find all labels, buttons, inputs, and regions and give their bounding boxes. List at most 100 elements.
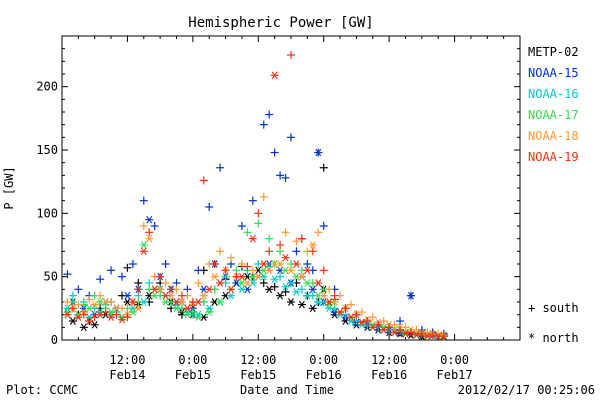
y-tick-label: 200: [36, 80, 58, 94]
south-point: [319, 266, 328, 275]
south-point: [188, 298, 197, 306]
south-point: [194, 266, 203, 275]
south-point: [205, 203, 214, 211]
north-point: [139, 241, 148, 249]
south-point: [412, 325, 421, 334]
south-point: [292, 247, 301, 256]
south-point: [265, 262, 274, 271]
south-point: [243, 228, 252, 237]
north-point: [314, 279, 323, 287]
south-point: [177, 291, 186, 300]
south-point: [167, 285, 176, 294]
north-point: [227, 285, 236, 294]
south-point: [107, 298, 116, 306]
south-point: [161, 260, 170, 268]
north-point: [145, 234, 154, 243]
south-point: [68, 304, 77, 313]
north-point: [139, 247, 148, 256]
south-point: [221, 266, 230, 275]
south-point: [352, 310, 361, 319]
plot-source-label: Plot: CCMC: [6, 383, 78, 397]
south-point: [385, 323, 394, 332]
south-point: [287, 51, 295, 59]
south-point: [303, 260, 312, 268]
north-point: [205, 308, 214, 316]
north-point: [254, 272, 263, 281]
north-point: [287, 266, 295, 275]
south-point: [314, 228, 323, 237]
north-point: [292, 260, 301, 268]
south-point: [319, 163, 328, 172]
south-point: [319, 222, 328, 230]
south-point: [128, 260, 137, 268]
data-points: [63, 51, 448, 341]
north-point: [68, 317, 77, 325]
marker-legend-item: * north: [528, 331, 579, 345]
south-point: [346, 300, 355, 309]
south-point: [123, 263, 132, 272]
south-point: [259, 120, 268, 129]
north-point: [210, 272, 219, 281]
south-point: [281, 173, 290, 182]
north-point: [287, 298, 295, 306]
x-tick-label-date: Feb17: [437, 368, 473, 382]
north-point: [150, 285, 159, 294]
south-point: [357, 308, 366, 317]
legend-item: NOAA-16: [528, 87, 579, 101]
north-point: [183, 304, 192, 313]
south-point: [276, 241, 285, 249]
north-point: [172, 298, 181, 306]
north-point: [243, 279, 252, 287]
south-point: [297, 234, 306, 243]
north-point: [205, 304, 214, 313]
north-point: [303, 266, 312, 275]
south-point: [63, 270, 72, 279]
north-point: [145, 215, 154, 224]
series-noaa-18: [63, 192, 448, 339]
south-point: [396, 317, 405, 325]
south-point: [292, 237, 301, 246]
south-point: [216, 163, 225, 172]
south-point: [259, 192, 268, 201]
south-point: [145, 228, 154, 237]
series-noaa-15: [63, 110, 448, 339]
x-tick-label-date: Feb15: [175, 368, 211, 382]
south-point: [123, 313, 132, 322]
south-point: [243, 262, 252, 271]
x-axis: 12:00Feb140:00Feb1512:00Feb150:00Feb1612…: [77, 36, 505, 382]
north-point: [248, 234, 257, 243]
x-tick-label-time: 12:00: [371, 353, 407, 367]
south-point: [112, 310, 121, 319]
y-axis-label: P [GW]: [2, 166, 16, 209]
north-point: [281, 282, 290, 291]
north-point: [308, 304, 317, 313]
south-point: [117, 272, 126, 281]
legend: METP-02 NOAA-15 NOAA-16 NOAA-17 NOAA-18 NOAA-…: [528, 45, 579, 164]
south-point: [232, 272, 241, 281]
south-point: [85, 295, 94, 304]
plot-timestamp: 2012/02/17 00:25:06: [458, 383, 595, 397]
x-tick-label-date: Feb16: [306, 368, 342, 382]
north-point: [319, 291, 328, 300]
south-point: [216, 247, 225, 256]
north-point: [216, 298, 225, 306]
south-point: [161, 279, 170, 287]
north-point: [336, 308, 345, 316]
south-point: [265, 247, 274, 256]
x-axis-label: Date and Time: [240, 383, 334, 397]
south-point: [188, 308, 197, 317]
south-point: [325, 285, 334, 294]
x-tick-label-date: Feb15: [240, 368, 276, 382]
south-point: [281, 287, 290, 296]
south-point: [107, 266, 116, 275]
north-point: [270, 71, 279, 80]
north-point: [297, 272, 306, 281]
south-point: [287, 279, 295, 287]
series-noaa-19: [63, 51, 448, 341]
south-point: [90, 313, 99, 322]
south-point: [101, 308, 110, 317]
south-point: [74, 300, 83, 309]
legend-item: METP-02: [528, 45, 579, 59]
south-point: [287, 133, 295, 142]
south-point: [79, 310, 88, 319]
